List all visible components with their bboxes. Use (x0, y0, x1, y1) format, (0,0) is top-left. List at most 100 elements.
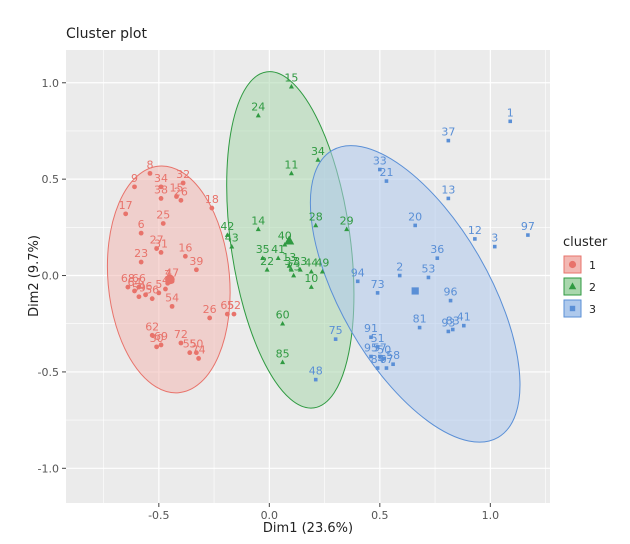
cluster-2-point (286, 263, 292, 268)
point-label: 38 (154, 183, 168, 196)
point-label: 50 (189, 338, 203, 351)
point-label: 2 (396, 261, 403, 274)
point-label: 27 (150, 234, 164, 247)
cluster-1-point (163, 286, 168, 292)
cluster-3-center (411, 287, 419, 295)
point-label: 84 (371, 353, 385, 366)
cluster-1-point (138, 259, 144, 265)
cluster-2-point (224, 232, 230, 237)
cluster-1-point (158, 184, 164, 190)
cluster-1-point (149, 296, 155, 302)
cluster-3-point (426, 275, 431, 280)
cluster-1-point (123, 211, 129, 217)
point-label: 64 (128, 276, 142, 289)
cluster-2-point (313, 222, 319, 228)
cluster-1-point (182, 253, 188, 259)
point-label: 37 (284, 255, 298, 268)
point-label: 73 (287, 261, 301, 274)
point-label: 49 (315, 257, 329, 270)
cluster-2-point (229, 243, 235, 249)
cluster-1-point (196, 356, 202, 361)
cluster-2-point (344, 226, 350, 232)
cluster-1-point (158, 196, 164, 201)
cluster-2-point (275, 255, 281, 261)
cluster-3-point (435, 256, 440, 260)
point-label: 37 (441, 126, 455, 139)
point-label: 30 (150, 332, 164, 345)
point-label: 93 (441, 316, 455, 329)
point-label: 15 (284, 72, 298, 85)
cluster-1-point (138, 230, 144, 236)
cluster-1-point (158, 250, 164, 255)
x-tick-label: 1.0 (482, 509, 500, 522)
cluster-2-point (288, 83, 294, 89)
cluster-3-point (384, 366, 389, 370)
cluster-2-point (288, 267, 294, 272)
point-label: 18 (205, 193, 219, 206)
cluster-2-point (319, 268, 325, 274)
point-label: 41 (457, 311, 471, 324)
cluster-3-point (375, 366, 380, 370)
x-tick-label: 0.5 (371, 509, 389, 522)
cluster-3-point (448, 298, 453, 303)
point-label: 26 (203, 303, 217, 316)
cluster-2-point (264, 267, 270, 272)
legend-marker-1 (568, 260, 577, 269)
point-label: 94 (351, 266, 365, 279)
cluster-1-point (143, 292, 148, 298)
point-label: 33 (373, 155, 387, 168)
cluster-3-point (378, 167, 382, 172)
cluster-2-point (308, 284, 314, 289)
y-tick-label: 0.0 (42, 270, 60, 283)
chart-title: Cluster plot (66, 26, 147, 42)
point-label: 3 (491, 232, 498, 245)
point-label: 33 (293, 255, 307, 268)
cluster-3-point (446, 196, 451, 201)
point-label: 14 (251, 214, 265, 227)
point-label: 36 (430, 243, 444, 256)
cluster-1-point (178, 197, 184, 203)
cluster-1-point (154, 344, 160, 350)
cluster-2-center (284, 235, 295, 245)
point-label: 46 (139, 280, 153, 293)
x-tick-label: 0.0 (261, 509, 279, 522)
point-label: 44 (304, 257, 318, 270)
cluster-3-point (446, 138, 451, 143)
point-label: 91 (364, 322, 378, 335)
cluster-1-point (125, 284, 131, 290)
point-label: 65 (220, 299, 234, 312)
point-label: 17 (119, 199, 133, 212)
cluster-1-point (231, 311, 237, 317)
point-label: 22 (260, 255, 274, 268)
cluster-3-point (384, 179, 389, 183)
point-label: 16 (178, 241, 192, 254)
cluster-1-point (136, 294, 142, 300)
cluster-1-point (193, 267, 199, 273)
point-label: 13 (282, 251, 296, 264)
point-label: 10 (304, 272, 318, 285)
cluster-1-point (132, 288, 137, 294)
cluster-3-point (450, 327, 455, 332)
point-label: 55 (183, 338, 197, 351)
point-label: 51 (371, 332, 385, 345)
point-label: 25 (156, 208, 170, 221)
cluster-1-point (169, 303, 175, 309)
cluster-3-point (446, 329, 451, 334)
legend: cluster 1 2 3 (563, 235, 608, 318)
x-tick-label: -0.5 (148, 509, 169, 522)
point-label: 52 (227, 299, 241, 312)
point-label: 58 (386, 349, 400, 362)
cluster-1-point (178, 340, 184, 346)
point-label: 12 (468, 224, 482, 237)
cluster-3-point (313, 377, 318, 382)
point-label: 62 (145, 320, 159, 333)
y-axis-ticks: -1.0 -0.5 0.0 0.5 1.0 (38, 77, 66, 475)
cluster-3-point (369, 335, 373, 340)
point-label: 35 (256, 243, 270, 256)
point-label: 85 (276, 347, 290, 360)
point-label: 81 (413, 313, 427, 326)
cluster-1-point (180, 180, 186, 186)
point-label: 31 (154, 237, 168, 250)
